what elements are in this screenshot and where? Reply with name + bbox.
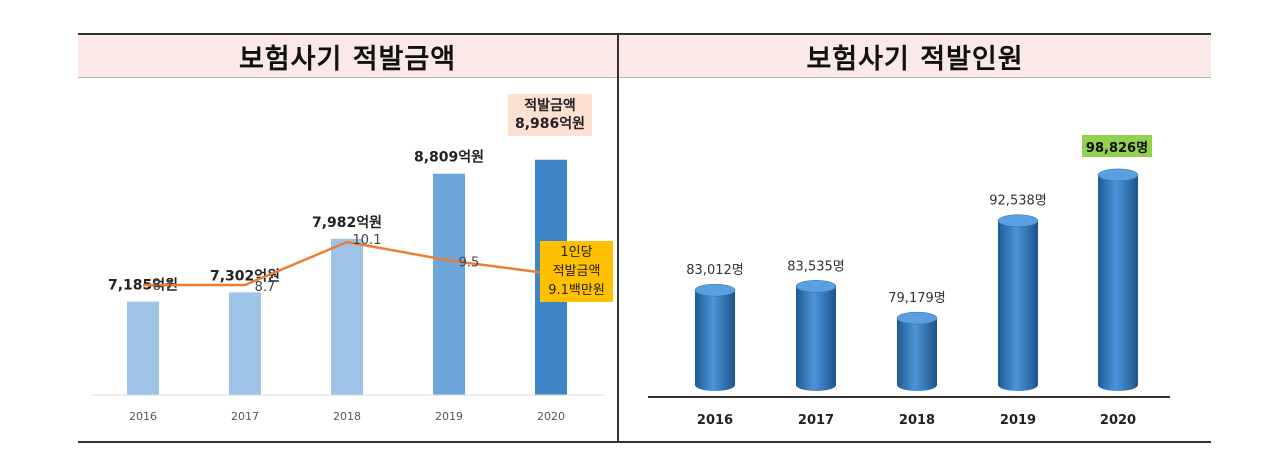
- amount-bar: [433, 173, 465, 395]
- people-bar: [695, 290, 735, 391]
- amount-bar-label: 8,809억원: [414, 150, 484, 166]
- left-x-tick-label: 2019: [435, 410, 463, 423]
- right-x-tick-label: 2018: [899, 413, 935, 428]
- left-x-tick-label: 2020: [537, 410, 565, 423]
- people-bar: [796, 286, 836, 391]
- callout-line-2: 8,986억원: [514, 116, 586, 132]
- people-bar-label: 79,179명: [888, 291, 945, 306]
- callout-line-3: 9.1백만원: [548, 283, 605, 298]
- left-x-tick-label: 2018: [333, 410, 361, 423]
- line-value-label: 9.5: [459, 255, 480, 270]
- amount-bar: [127, 301, 159, 395]
- total-amount-callout: 적발금액 8,986억원: [508, 94, 592, 136]
- people-bar-label: 92,538명: [989, 194, 1046, 209]
- line-value-label: 8.7: [153, 279, 174, 294]
- callout-line-2: 적발금액: [552, 264, 601, 279]
- per-person-line: [143, 240, 544, 287]
- left-x-tick-label: 2016: [129, 410, 157, 423]
- chart-frame: [78, 33, 1211, 443]
- amount-bar: [229, 292, 261, 395]
- callout-line-1: 적발금액: [524, 98, 576, 114]
- line-value-label: 8.7: [255, 280, 276, 295]
- people-bar-top: [1097, 168, 1139, 182]
- right-x-tick-label: 2019: [1000, 413, 1036, 428]
- people-bar: [998, 220, 1038, 391]
- per-person-callout: 1인당 적발금액 9.1백만원: [540, 241, 613, 302]
- people-bar-label: 83,012명: [686, 263, 743, 278]
- right-x-tick-label: 2020: [1100, 413, 1136, 428]
- panel-divider: [617, 33, 619, 441]
- people-bar-top: [896, 311, 938, 325]
- people-bar-top: [694, 283, 736, 297]
- people-bar: [1098, 174, 1138, 391]
- line-value-label: 10.1: [353, 233, 382, 248]
- left-chart-title: 보험사기 적발금액: [78, 35, 617, 78]
- amount-bar-label: 7,302억원: [210, 268, 280, 284]
- right-x-tick-label: 2016: [697, 413, 733, 428]
- highlight-value-badge: 98,826명: [1082, 135, 1152, 157]
- amount-bar: [331, 238, 363, 395]
- amount-bar-label: 7,982억원: [312, 215, 382, 231]
- right-chart-title: 보험사기 적발인원: [619, 35, 1211, 78]
- people-bar-top: [795, 280, 837, 293]
- people-bar-top: [997, 214, 1039, 227]
- callout-line-1: 1인당: [560, 245, 593, 260]
- people-bar-label: 83,535명: [787, 259, 844, 274]
- people-bar: [897, 318, 937, 391]
- right-x-tick-label: 2017: [798, 413, 834, 428]
- left-x-tick-label: 2017: [231, 410, 259, 423]
